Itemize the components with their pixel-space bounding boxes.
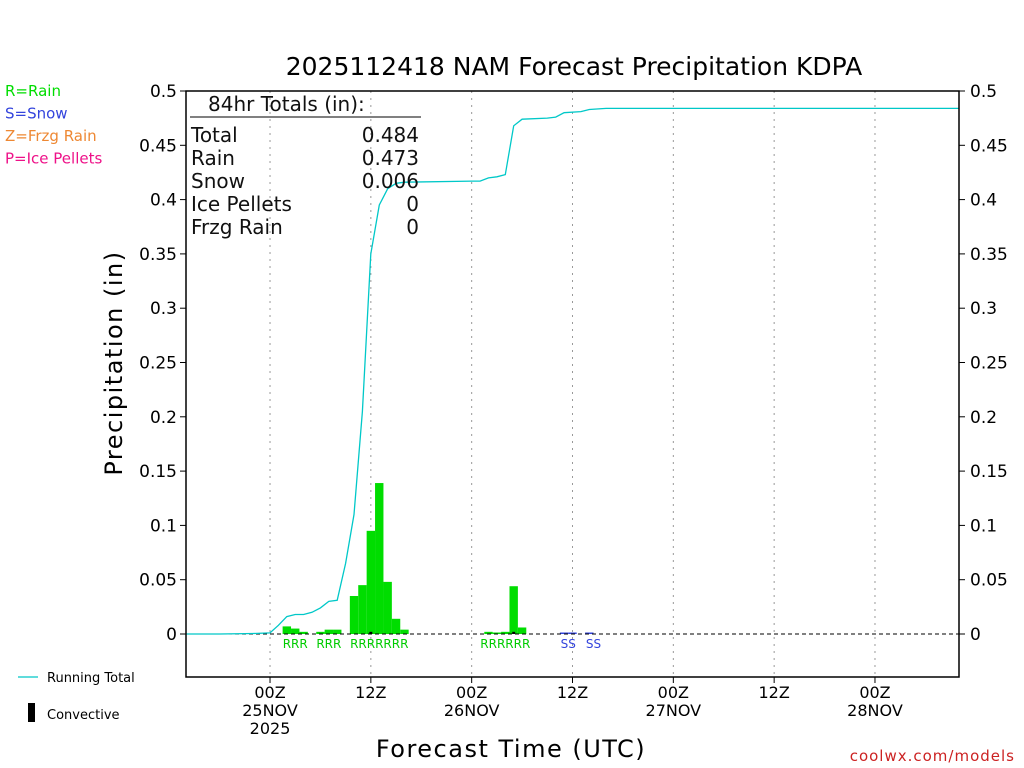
convective-bar: [369, 631, 373, 634]
y-tick-label-left: 0.4: [150, 191, 177, 211]
x-tick-label: 12Z: [758, 683, 789, 702]
x-tick-label: 00Z: [254, 683, 285, 702]
x-tick-label: 28NOV: [847, 701, 903, 720]
totals-value: 0.473: [362, 146, 419, 170]
y-axis-label: Precipitation (in): [100, 250, 128, 475]
y-tick-label-right: 0.1: [970, 516, 997, 536]
precip-type-legend: R=Rain S=Snow Z=Frzg Rain P=Ice Pellets: [5, 82, 102, 168]
y-tick-label-left: 0.15: [139, 462, 177, 482]
rain-bar: [358, 585, 367, 634]
x-tick-label: 26NOV: [444, 701, 500, 720]
y-tick-label-left: 0.3: [150, 299, 177, 319]
rain-bar: [400, 629, 409, 634]
rain-bar: [517, 627, 527, 634]
rain-bar: [375, 483, 384, 634]
type-legend-item: Z=Frzg Rain: [5, 127, 97, 145]
y-tick-label-right: 0.05: [970, 571, 1008, 591]
x-tick-label: 00Z: [859, 683, 890, 702]
precip-type-labels: RRR RRR RRRRRRR RRRRRR SS SS: [283, 637, 601, 651]
x-tick-label: 27NOV: [646, 701, 702, 720]
y-tick-label-left: 0.5: [150, 82, 177, 102]
precip-type-label: RRR: [283, 637, 308, 651]
precip-type-label: RRR: [316, 637, 341, 651]
rain-bar: [299, 631, 308, 634]
rain-bar: [316, 631, 325, 634]
y-tick-label-right: 0.4: [970, 191, 997, 211]
precip-type-label: RRRRRR: [480, 637, 530, 651]
y-axis-right: 0 0.05 0.1 0.15 0.2 0.25 0.3 0.35 0.4 0.45 0.5: [959, 82, 1008, 645]
x-axis-label: Forecast Time (UTC): [376, 735, 646, 763]
rain-bar: [282, 626, 292, 634]
y-tick-label-right: 0.35: [970, 245, 1008, 265]
y-tick-label-right: 0.45: [970, 136, 1008, 156]
rain-bar: [509, 586, 518, 634]
convective-bar: [512, 631, 516, 634]
totals-label: Ice Pellets: [191, 192, 292, 216]
y-tick-label-right: 0.3: [970, 299, 997, 319]
running-total-line: [186, 107, 959, 635]
totals-heading: 84hr Totals (in):: [208, 92, 365, 116]
rain-bar: [291, 628, 300, 634]
totals-value: 0.484: [362, 123, 419, 147]
rain-bar: [333, 629, 342, 634]
y-tick-label-right: 0.5: [970, 82, 997, 102]
y-tick-label-left: 0.25: [139, 354, 177, 374]
type-legend-item: P=Ice Pellets: [5, 150, 102, 168]
totals-label: Frzg Rain: [191, 215, 283, 239]
x-tick-label: 12Z: [355, 683, 386, 702]
rain-bar: [383, 581, 392, 634]
y-tick-label-left: 0.1: [150, 516, 177, 536]
x-tick-label: 00Z: [456, 683, 487, 702]
y-tick-label-right: 0.2: [970, 408, 997, 428]
site-credit: coolwx.com/models: [850, 747, 1015, 765]
convective-swatch: [28, 703, 35, 722]
totals-label: Snow: [191, 169, 245, 193]
totals-value: 0.006: [362, 169, 419, 193]
totals-value: 0: [406, 192, 419, 216]
y-tick-label-left: 0.05: [139, 571, 177, 591]
rain-bar: [366, 530, 376, 634]
x-tick-label: 00Z: [658, 683, 689, 702]
totals-label: Rain: [191, 146, 235, 170]
line-legend: Running Total Convective: [18, 671, 135, 723]
rain-bar: [349, 595, 359, 634]
y-tick-label-left: 0.35: [139, 245, 177, 265]
y-tick-label-right: 0: [970, 625, 981, 645]
y-tick-label-left: 0: [166, 625, 177, 645]
totals-value: 0: [406, 215, 419, 239]
x-tick-label: 12Z: [557, 683, 588, 702]
rain-bar: [484, 631, 493, 634]
y-tick-label-right: 0.25: [970, 354, 1008, 374]
rain-bar: [391, 618, 401, 634]
type-legend-item: R=Rain: [5, 82, 61, 100]
snow-bar: [559, 632, 569, 634]
snow-bar: [568, 632, 577, 634]
y-tick-label-left: 0.2: [150, 408, 177, 428]
rain-bar: [492, 632, 502, 634]
totals-label: Total: [190, 123, 238, 147]
rain-bar: [501, 631, 510, 634]
precip-type-label: SS: [561, 637, 576, 651]
precip-type-label: SS: [586, 637, 601, 651]
running-total-legend-label: Running Total: [47, 671, 135, 686]
rain-bar: [324, 629, 334, 634]
precip-bars: [282, 483, 594, 634]
convective-legend-label: Convective: [47, 708, 120, 723]
x-tick-label: 25NOV: [242, 701, 298, 720]
x-tick-label: 2025: [250, 719, 291, 738]
snow-bar: [585, 632, 594, 634]
y-axis-left: 0 0.05 0.1 0.15 0.2 0.25 0.3 0.35 0.4 0.45 0.5: [139, 82, 186, 645]
totals-box: 84hr Totals (in): Total 0.484 Rain 0.473 Sno…: [190, 92, 421, 239]
precip-type-label: RRRRRRR: [350, 637, 408, 651]
chart-title: 2025112418 NAM Forecast Precipitation KD…: [286, 52, 863, 81]
y-tick-label-left: 0.45: [139, 136, 177, 156]
y-tick-label-right: 0.15: [970, 462, 1008, 482]
type-legend-item: S=Snow: [5, 105, 68, 123]
